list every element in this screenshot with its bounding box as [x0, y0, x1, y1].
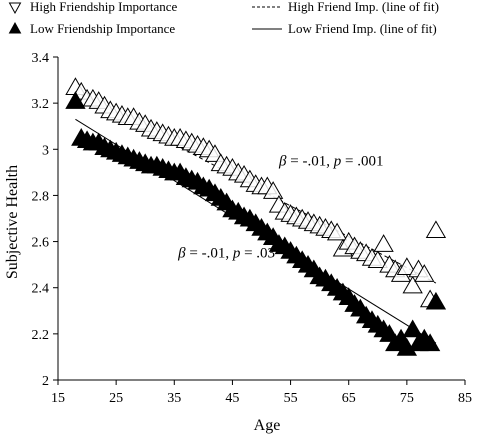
x-tick-label: 45	[225, 391, 239, 406]
y-tick-label: 2.2	[32, 328, 50, 343]
legend-label-high: High Friendship Importance	[30, 0, 178, 14]
legend-label-high-fit: High Friend Imp. (line of fit)	[288, 0, 439, 14]
legend-label-low: Low Friendship Importance	[30, 21, 175, 36]
high-annotation: β = -.01, p = .001	[278, 153, 383, 169]
high-data-point	[373, 234, 394, 252]
low-data-point	[419, 333, 441, 352]
high-data-point	[262, 181, 284, 199]
low-annotation: β = -.01, p = .03	[177, 246, 275, 262]
x-tick-label: 25	[109, 391, 123, 406]
y-tick-label: 3.2	[32, 97, 50, 112]
y-tick-label: 2.4	[32, 282, 50, 297]
axes: 2 2.2 2.4 2.6 2.8 3 3.2 3.4 15 25 35 45 55 65 75 85	[32, 51, 473, 406]
legend-item-low-fit: Low Friend Imp. (line of fit)	[252, 21, 437, 36]
low-data-point	[402, 319, 423, 338]
legend-item-high: High Friendship Importance	[8, 0, 178, 15]
y-tick-label: 2.8	[32, 189, 50, 204]
annotations: β = -.01, p = .001 β = -.01, p = .03	[177, 153, 383, 261]
legend-item-high-fit: High Friend Imp. (line of fit)	[252, 0, 439, 14]
plot-area	[65, 77, 447, 356]
legend-marker-filled-triangle	[8, 21, 22, 34]
x-tick-label: 85	[458, 391, 472, 406]
y-axis-label: Subjective Health	[4, 165, 21, 279]
legend: High Friendship Importance High Friend I…	[8, 0, 439, 36]
high-data-point	[425, 220, 447, 239]
x-tick-label: 55	[284, 391, 298, 406]
high-data-point	[396, 257, 418, 275]
legend-item-low: Low Friendship Importance	[8, 21, 175, 36]
legend-marker-open-triangle	[8, 2, 22, 15]
legend-label-low-fit: Low Friend Imp. (line of fit)	[288, 21, 437, 36]
high-data-point	[326, 222, 348, 241]
high-data-point	[367, 250, 388, 269]
y-tick-label: 3.4	[32, 51, 50, 66]
x-tick-label: 65	[342, 391, 356, 406]
x-tick-label: 15	[51, 391, 65, 406]
y-tick-label: 3	[42, 143, 49, 158]
y-tick-label: 2.6	[32, 236, 50, 251]
x-axis-label: Age	[254, 417, 281, 434]
x-tick-label: 75	[400, 391, 414, 406]
x-tick-label: 35	[167, 391, 181, 406]
high-data-point	[402, 275, 423, 294]
y-tick-label: 2	[42, 374, 49, 389]
low-data-point	[65, 91, 86, 109]
low-data-point	[425, 291, 447, 310]
high-data-point	[414, 264, 435, 282]
